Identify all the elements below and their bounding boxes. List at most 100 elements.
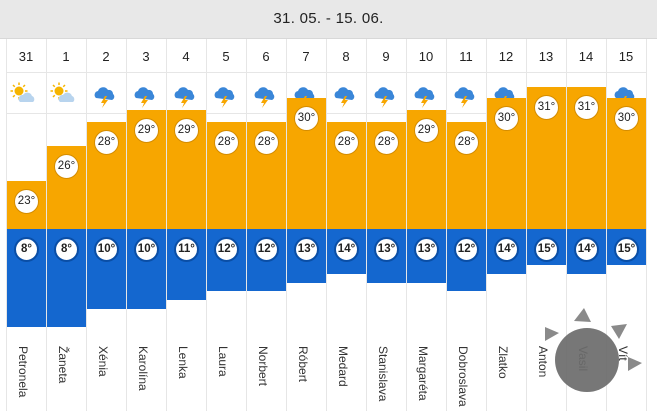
high-temp-label: 28° [254,130,279,155]
thunderstorm-icon [94,87,115,108]
low-temp-bar: 15° [527,229,566,265]
grid-line [166,39,167,411]
name-day-label: Medard [336,346,352,416]
high-temp-bar: 28° [367,122,406,229]
low-temp-label: 11° [174,237,199,262]
name-day-text: Medard [336,346,350,387]
high-temp-label: 29° [414,118,439,144]
name-day-text: Xénia [96,346,110,377]
grid-line [246,39,247,411]
low-temp-label: 8° [14,237,39,262]
low-temp-label: 13° [414,237,439,262]
low-temp-bar: 13° [407,229,446,283]
high-temp-label: 31° [574,94,599,120]
low-temp-label: 15° [614,237,639,262]
high-temp-bar: 30° [287,98,326,229]
name-day-label: Žaneta [56,346,72,416]
grid-line [6,113,647,114]
thunderstorm-icon [254,87,275,108]
grid-line [606,39,607,411]
thunderstorm-icon [334,87,355,108]
day-number: 11 [459,49,473,64]
grid-line [406,39,407,411]
grid-line [6,72,647,73]
high-temp-bar: 29° [407,110,446,229]
high-temp-bar: 30° [487,98,526,229]
name-day-text: Lenka [176,346,190,379]
low-temp-bar: 14° [567,229,606,274]
day-number: 31 [18,49,34,64]
sun-widget-icon[interactable] [531,303,643,411]
name-day-text: Róbert [296,346,310,383]
high-temp-bar: 28° [247,122,286,229]
day-number: 2 [102,49,110,64]
sun-cloud-icon [50,82,75,102]
name-day-text: Laura [216,346,230,377]
grid-line [566,39,567,411]
thunderstorm-icon [134,87,155,108]
high-temp-bar: 28° [327,122,366,229]
thunderstorm-icon [174,87,195,108]
low-temp-bar: 10° [87,229,126,310]
low-temp-bar: 14° [487,229,526,274]
low-temp-bar: 12° [247,229,286,292]
grid-line [446,39,447,411]
name-day-label: Laura [216,346,232,416]
grid-line [326,39,327,411]
high-temp-bar: 30° [607,98,646,229]
low-temp-label: 14° [494,237,519,262]
low-temp-label: 14° [334,237,359,262]
high-temp-bar: 28° [87,122,126,229]
low-temp-bar: 12° [447,229,486,292]
name-day-text: Margaréta [416,346,430,401]
sun-cloud-icon [10,82,35,102]
low-temp-label: 13° [294,237,319,262]
high-temp-bar: 29° [167,110,206,229]
day-number: 3 [142,49,150,64]
grid-line [126,39,127,411]
high-temp-label: 30° [294,106,319,132]
thunderstorm-icon [454,87,475,108]
name-day-label: Dobroslava [456,346,472,416]
name-day-text: Karolína [136,346,150,391]
name-day-label: Stanislava [376,346,392,416]
grid-line [286,39,287,411]
day-number: 1 [62,49,70,64]
name-day-text: Petronela [16,346,30,398]
day-number: 10 [418,49,434,64]
thunderstorm-icon [414,87,435,108]
low-temp-bar: 12° [207,229,246,292]
day-number: 6 [262,49,270,64]
low-temp-bar: 13° [287,229,326,283]
name-day-label: Margaréta [416,346,432,416]
low-temp-bar: 10° [127,229,166,310]
high-temp-label: 29° [174,118,199,144]
low-temp-bar: 13° [367,229,406,283]
thunderstorm-icon [374,87,395,108]
high-temp-bar: 31° [567,86,606,229]
grid-line [486,39,487,411]
high-temp-bar: 23° [7,181,46,229]
day-number: 8 [342,49,350,64]
forecast-grid: 31 23° 8° Petronela 1 26° 8° Žaneta 2 28° 10° Xénia… [0,39,657,411]
day-number: 14 [578,49,594,64]
low-temp-label: 12° [214,237,239,262]
day-number: 13 [538,49,554,64]
name-day-label: Lenka [176,346,192,416]
grid-line [366,39,367,411]
name-day-label: Róbert [296,346,312,416]
date-range-title: 31. 05. - 15. 06. [273,10,384,27]
low-temp-bar: 14° [327,229,366,274]
high-temp-label: 26° [54,153,79,179]
high-temp-label: 28° [334,130,359,155]
low-temp-label: 10° [94,237,119,262]
thunderstorm-icon [214,87,235,108]
name-day-label: Xénia [96,346,112,416]
high-temp-label: 28° [94,130,119,155]
grid-line [6,39,7,411]
low-temp-label: 8° [54,237,79,262]
name-day-label: Petronela [16,346,32,416]
low-temp-bar: 11° [167,229,206,301]
high-temp-bar: 28° [207,122,246,229]
day-number: 15 [618,49,634,64]
